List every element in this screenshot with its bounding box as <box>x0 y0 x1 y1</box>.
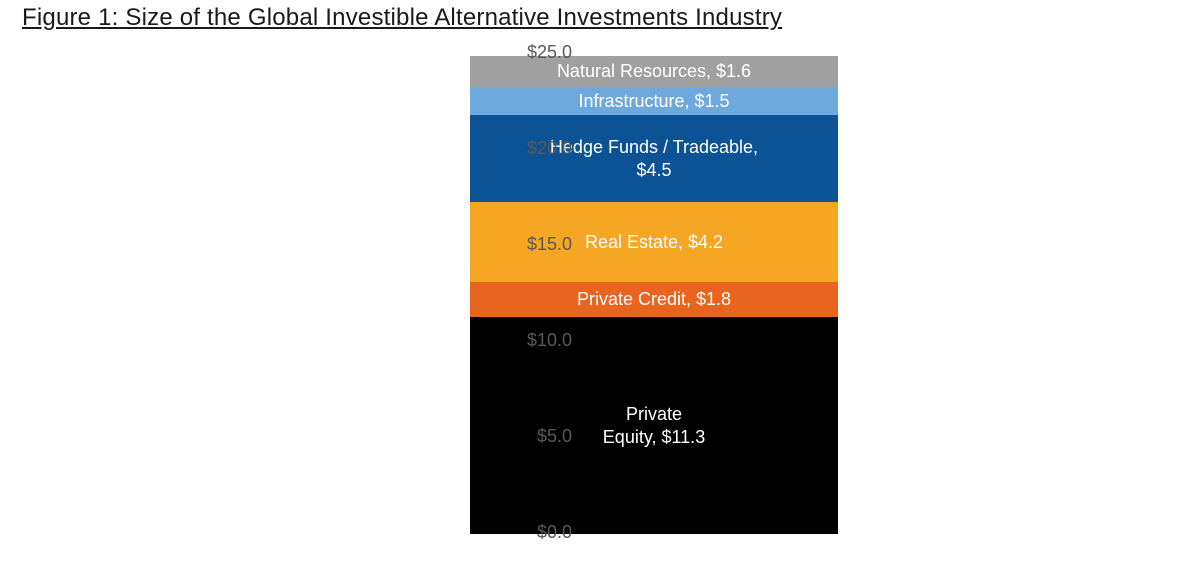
figure-1: Figure 1: Size of the Global Investible … <box>0 0 1200 567</box>
chart-plot-area: Private Equity, $11.3 Private Credit, $1.… <box>340 54 860 534</box>
segment-label: Private Credit, $1.8 <box>571 288 737 311</box>
bar-segment: Infrastructure, $1.5 <box>470 87 838 116</box>
segment-label: Private Equity, $11.3 <box>597 403 711 448</box>
segment-label: Natural Resources, $1.6 <box>551 60 757 83</box>
y-tick-label: $10.0 <box>492 330 572 351</box>
y-tick-label: $25.0 <box>492 42 572 63</box>
y-tick-label: $15.0 <box>492 234 572 255</box>
y-tick-label: $0.0 <box>492 522 572 543</box>
bar-segment: Private Credit, $1.8 <box>470 282 838 317</box>
y-tick-label: $5.0 <box>492 426 572 447</box>
segment-label: Infrastructure, $1.5 <box>572 90 735 113</box>
figure-title: Figure 1: Size of the Global Investible … <box>22 4 782 32</box>
stacked-bar-column: Private Equity, $11.3 Private Credit, $1.… <box>470 54 838 534</box>
segment-label: Hedge Funds / Tradeable, $4.5 <box>544 136 764 181</box>
y-tick-label: $20.0 <box>492 138 572 159</box>
segment-label: Real Estate, $4.2 <box>579 231 729 254</box>
